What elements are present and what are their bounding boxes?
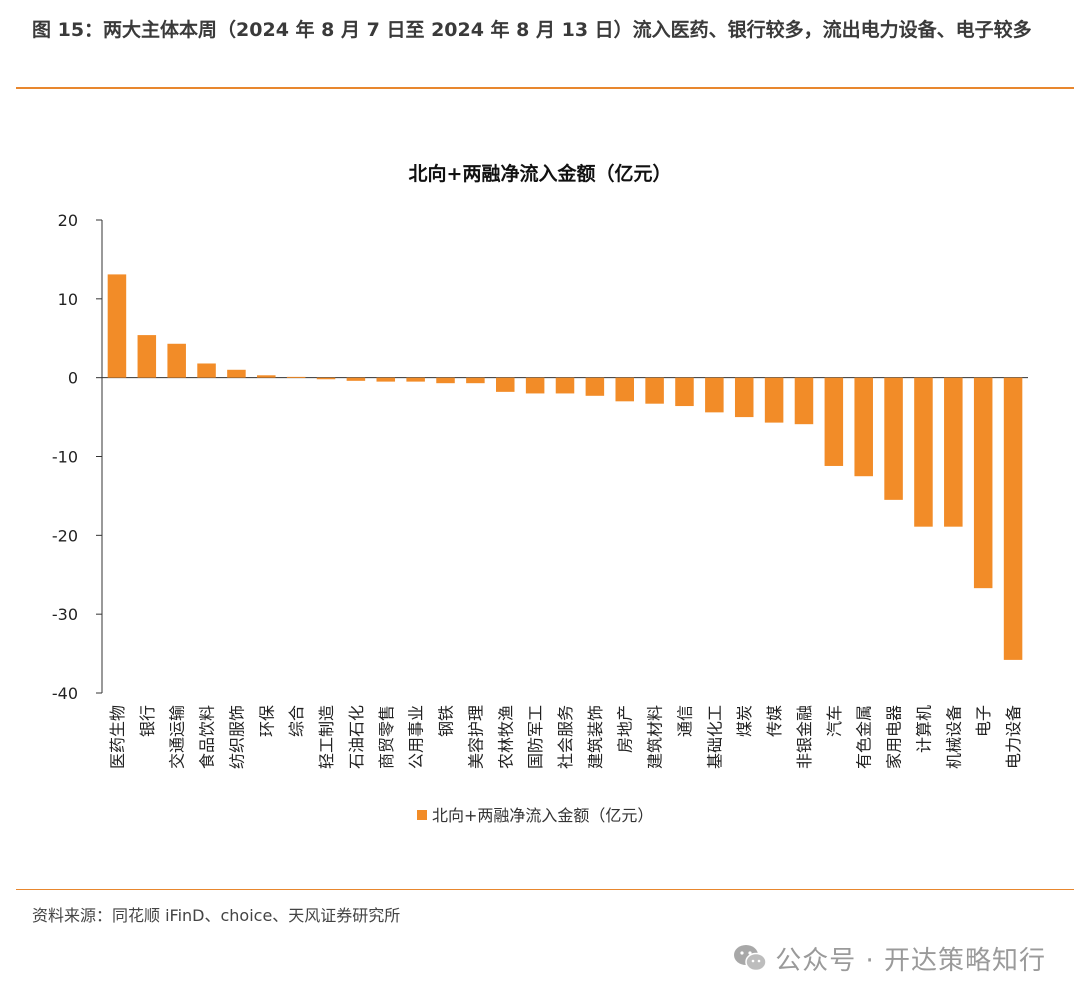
bar <box>227 369 246 378</box>
bar <box>496 377 515 392</box>
x-tick-label: 建筑装饰 <box>586 705 605 769</box>
bar <box>824 377 844 466</box>
watermark-text: 公众号 · 开达策略知行 <box>775 945 1046 976</box>
footer-divider <box>16 889 1074 890</box>
bar <box>854 377 873 477</box>
x-tick-label: 建筑材料 <box>646 705 665 769</box>
bar <box>705 377 724 413</box>
bar <box>645 377 664 404</box>
x-tick-label: 商贸零售 <box>377 705 396 769</box>
x-tick-label: 煤炭 <box>735 705 754 737</box>
x-tick-label: 通信 <box>675 705 694 737</box>
x-tick-label: 轻工制造 <box>317 705 336 769</box>
x-tick-label: 石油石化 <box>347 705 366 769</box>
x-tick-label: 计算机 <box>914 705 933 753</box>
y-tick-label: -30 <box>52 605 78 624</box>
source-note: 资料来源：同花顺 iFinD、choice、天风证券研究所 <box>32 906 401 925</box>
x-tick-label: 农林牧渔 <box>496 705 515 769</box>
bar <box>406 377 425 382</box>
x-tick-label: 综合 <box>287 705 306 737</box>
y-axis: 20 10 0 -10 -20 -30 -40 <box>52 211 1028 703</box>
y-tick-label: -40 <box>52 684 78 703</box>
y-tick-label: -20 <box>52 526 78 545</box>
x-tick-label: 钢铁 <box>437 705 456 737</box>
x-tick-label: 家用电器 <box>885 705 904 769</box>
legend-label: 北向+两融净流入金额（亿元） <box>432 806 653 825</box>
figure-title: 图 15：两大主体本周（2024 年 8 月 7 日至 2024 年 8 月 1… <box>32 19 1032 41</box>
bar <box>794 377 814 425</box>
bar <box>764 377 784 423</box>
wechat-icon <box>734 945 767 972</box>
bar <box>436 377 455 384</box>
bar <box>914 377 933 527</box>
chart-title: 北向+两融净流入金额（亿元） <box>409 162 672 185</box>
header-divider <box>16 87 1074 89</box>
x-tick-label: 有色金属 <box>855 705 874 769</box>
bar <box>257 375 276 378</box>
bar <box>466 377 485 384</box>
watermark: 公众号 · 开达策略知行 <box>733 938 1046 978</box>
y-tick-label: 20 <box>58 211 78 230</box>
x-tick-label: 国防军工 <box>526 705 545 769</box>
x-tick-label: 公用事业 <box>407 705 426 769</box>
bar <box>555 377 575 394</box>
bar <box>316 377 336 380</box>
bar <box>197 363 216 378</box>
bar <box>525 377 545 394</box>
x-tick-label: 环保 <box>257 705 276 737</box>
legend: 北向+两融净流入金额（亿元） <box>417 806 653 825</box>
legend-swatch <box>417 810 427 820</box>
y-tick-label: 10 <box>58 290 78 309</box>
bar <box>944 377 963 527</box>
bar <box>167 343 186 378</box>
bar-chart: 北向+两融净流入金额（亿元） 20 10 0 -10 -20 -30 -40 医药生物 银行交… <box>52 162 1028 825</box>
bar <box>884 377 903 500</box>
x-tick-label: 交通运输 <box>168 705 187 769</box>
y-tick-label: -10 <box>52 448 78 467</box>
x-tick-label: 纺织服饰 <box>227 705 246 769</box>
y-tick-label: 0 <box>68 369 78 388</box>
bar <box>973 377 993 589</box>
x-tick-label: 汽车 <box>825 705 844 737</box>
bar <box>107 274 127 378</box>
x-axis-labels: 医药生物 银行 交通运输 食品饮料 纺织服饰 环保 综合 轻工制造 石油石化 商贸零售 公用事业 钢铁… <box>108 705 1023 769</box>
bar <box>137 335 157 378</box>
bar <box>675 377 694 407</box>
x-tick-label: 医药生物 <box>108 705 127 769</box>
bar-series <box>107 274 1023 660</box>
x-tick-label: 传媒 <box>765 705 784 737</box>
bar <box>585 377 605 396</box>
x-tick-label: 电子 <box>974 705 993 737</box>
x-tick-label: 食品饮料 <box>198 705 217 769</box>
bar <box>1003 377 1023 660</box>
x-tick-label: 基础化工 <box>705 705 724 769</box>
x-tick-label: 银行 <box>138 705 157 737</box>
bar <box>376 377 396 382</box>
x-tick-label: 社会服务 <box>556 705 575 769</box>
bar <box>734 377 754 418</box>
x-tick-label: 非银金融 <box>795 705 814 769</box>
x-tick-label: 机械设备 <box>944 705 963 769</box>
x-tick-label: 美容护理 <box>466 705 485 769</box>
x-tick-label: 电力设备 <box>1004 705 1023 769</box>
x-tick-label: 房地产 <box>616 705 635 753</box>
bar <box>346 377 366 381</box>
bar <box>286 376 306 378</box>
bar <box>615 377 634 402</box>
